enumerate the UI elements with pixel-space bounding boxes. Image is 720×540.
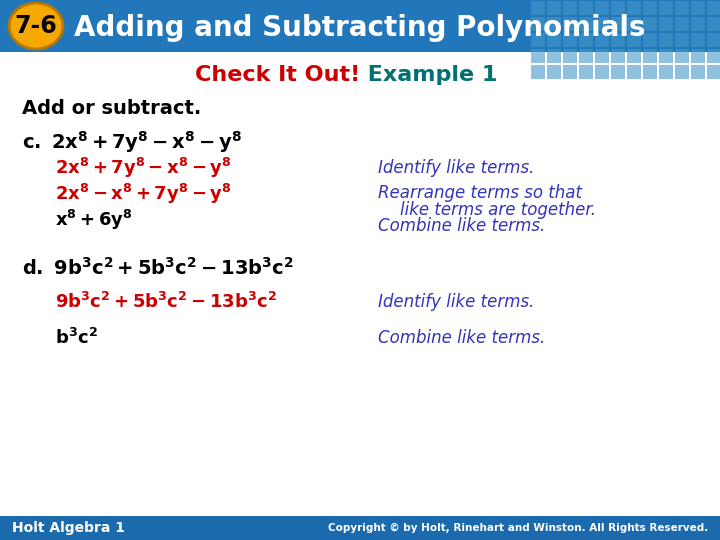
Bar (707, 17, 720, 31)
Bar (643, 49, 657, 63)
Bar (643, 17, 657, 31)
Bar (611, 65, 625, 79)
Bar (627, 49, 641, 63)
Text: $\bf{d.\ 9b^3c^2 + 5b^3c^2 - 13b^3c^2}$: $\bf{d.\ 9b^3c^2 + 5b^3c^2 - 13b^3c^2}$ (22, 257, 294, 279)
Bar (691, 33, 705, 47)
Text: $\bf{b^3c^2}$: $\bf{b^3c^2}$ (55, 328, 98, 348)
Bar (611, 1, 625, 15)
Bar (579, 33, 593, 47)
Text: like terms are together.: like terms are together. (400, 201, 596, 219)
Bar (627, 1, 641, 15)
Bar (579, 17, 593, 31)
Bar (547, 17, 561, 31)
Bar (595, 49, 609, 63)
Bar (611, 49, 625, 63)
Bar (659, 33, 673, 47)
Bar (579, 49, 593, 63)
Bar (563, 49, 577, 63)
Bar (595, 17, 609, 31)
Bar (675, 65, 689, 79)
Bar (563, 65, 577, 79)
Bar (675, 17, 689, 31)
Bar (643, 1, 657, 15)
Ellipse shape (9, 3, 63, 49)
Bar (691, 65, 705, 79)
Bar (531, 17, 545, 31)
Text: Combine like terms.: Combine like terms. (378, 329, 545, 347)
Bar (627, 17, 641, 31)
Text: $\bf{c.\ 2x^8 + 7y^8 - x^8 - y^8}$: $\bf{c.\ 2x^8 + 7y^8 - x^8 - y^8}$ (22, 129, 242, 155)
Bar (547, 65, 561, 79)
Bar (531, 49, 545, 63)
Text: 7-6: 7-6 (14, 14, 58, 38)
Text: $\bf{2x^8 + 7y^8 - x^8 - y^8}$: $\bf{2x^8 + 7y^8 - x^8 - y^8}$ (55, 156, 232, 180)
Text: Identify like terms.: Identify like terms. (378, 293, 534, 311)
Bar (659, 1, 673, 15)
Bar (691, 1, 705, 15)
Bar (579, 1, 593, 15)
Bar (627, 65, 641, 79)
Bar (595, 1, 609, 15)
Text: Rearrange terms so that: Rearrange terms so that (378, 184, 582, 202)
Bar (675, 49, 689, 63)
Text: Example 1: Example 1 (360, 65, 498, 85)
Bar (675, 33, 689, 47)
Bar (627, 33, 641, 47)
Bar (563, 17, 577, 31)
Bar (547, 49, 561, 63)
Bar (659, 65, 673, 79)
Text: $\bf{9b^3c^2 + 5b^3c^2 - 13b^3c^2}$: $\bf{9b^3c^2 + 5b^3c^2 - 13b^3c^2}$ (55, 292, 277, 312)
Text: Add or subtract.: Add or subtract. (22, 98, 202, 118)
Bar (707, 33, 720, 47)
Bar (675, 1, 689, 15)
Bar (707, 49, 720, 63)
Bar (563, 1, 577, 15)
Bar (659, 17, 673, 31)
Bar (547, 33, 561, 47)
Text: Identify like terms.: Identify like terms. (378, 159, 534, 177)
Bar (579, 65, 593, 79)
Bar (595, 33, 609, 47)
Bar (531, 65, 545, 79)
Bar (0, 0, 720, 52)
Text: Combine like terms.: Combine like terms. (378, 217, 545, 235)
Bar (0, 516, 720, 540)
Text: Holt Algebra 1: Holt Algebra 1 (12, 521, 125, 535)
Bar (547, 1, 561, 15)
Text: Adding and Subtracting Polynomials: Adding and Subtracting Polynomials (74, 14, 646, 42)
Text: $\bf{2x^8 - x^8 + 7y^8 - y^8}$: $\bf{2x^8 - x^8 + 7y^8 - y^8}$ (55, 182, 232, 206)
Bar (691, 49, 705, 63)
Bar (659, 49, 673, 63)
Text: $\bf{x^8 + 6y^8}$: $\bf{x^8 + 6y^8}$ (55, 208, 132, 232)
Bar (643, 33, 657, 47)
Bar (531, 1, 545, 15)
Bar (595, 65, 609, 79)
Bar (691, 17, 705, 31)
Bar (611, 33, 625, 47)
Bar (563, 33, 577, 47)
Bar (611, 17, 625, 31)
Text: Check It Out!: Check It Out! (194, 65, 360, 85)
Bar (531, 33, 545, 47)
Text: Copyright © by Holt, Rinehart and Winston. All Rights Reserved.: Copyright © by Holt, Rinehart and Winsto… (328, 523, 708, 533)
Bar (643, 65, 657, 79)
Bar (707, 1, 720, 15)
Bar (707, 65, 720, 79)
